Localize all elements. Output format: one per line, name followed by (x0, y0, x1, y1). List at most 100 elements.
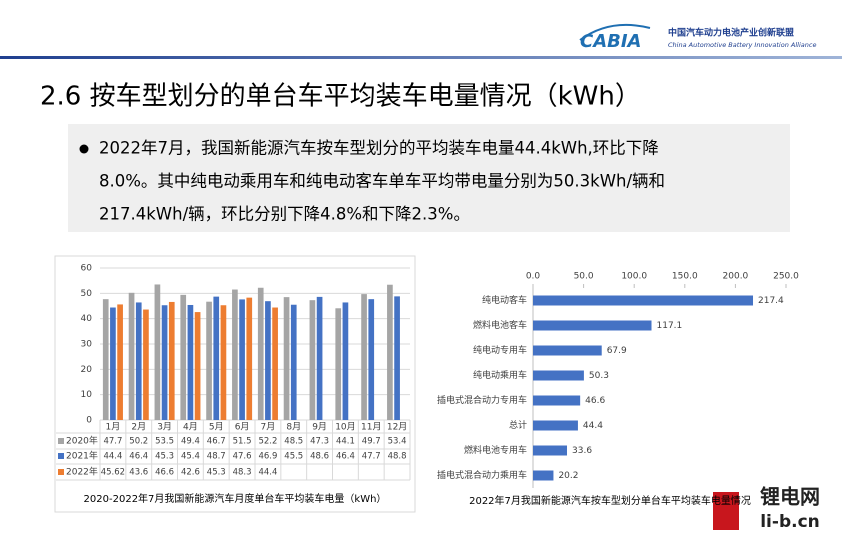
chart-frame (54, 255, 416, 513)
y-tick-label: 20 (81, 365, 93, 375)
bullet-box (68, 124, 790, 232)
y-tick-label: 插电式混合动力乘用车 (437, 469, 527, 481)
bar (213, 296, 220, 420)
value-label: 46.6 (585, 396, 605, 406)
bar (206, 301, 212, 420)
table-value: 46.4 (129, 452, 148, 462)
table-value: 45.4 (181, 452, 200, 462)
org-cn: 中国汽车动力电池产业创新联盟 (668, 27, 794, 39)
bar (361, 294, 367, 420)
legend-swatch (58, 453, 64, 459)
y-tick-label: 10 (81, 390, 93, 400)
y-tick-label: 总计 (509, 419, 527, 431)
x-tick-label: 3月 (157, 422, 172, 433)
legend-label: 2022年 (66, 466, 98, 478)
table-value: 48.6 (310, 452, 329, 462)
x-tick-label: 11月 (361, 422, 381, 433)
x-tick-label: 5月 (209, 422, 224, 433)
bar (110, 307, 116, 420)
y-tick-label: 30 (81, 340, 93, 350)
y-tick-label: 纯电动客车 (482, 294, 527, 306)
table-value: 42.6 (181, 468, 200, 478)
bar (394, 296, 400, 420)
x-tick-label: 6月 (235, 422, 250, 433)
chart-title: 2022年7月我国新能源汽车按车型划分单台车平均装车电量情况 (469, 494, 751, 507)
bar (309, 300, 316, 420)
legend-label: 2021年 (66, 450, 98, 462)
bar (220, 305, 227, 420)
bar (533, 470, 554, 481)
table-value: 49.4 (181, 437, 200, 447)
x-tick-label: 8月 (286, 422, 301, 433)
table-value: 45.5 (284, 452, 303, 462)
bullet-line: 217.4kWh/辆，环比分别下降4.8%和下降2.3%。 (99, 205, 470, 224)
slide-title: 2.6 按车型划分的单台车平均装车电量情况（kWh） (40, 82, 641, 112)
table-value: 45.3 (207, 468, 226, 478)
bar (533, 420, 578, 431)
bar (187, 304, 194, 420)
bar (265, 301, 271, 420)
y-tick-label: 60 (81, 264, 93, 274)
y-tick-label: 燃料电池客车 (473, 319, 527, 331)
legend-swatch (58, 438, 64, 444)
table-value: 46.6 (155, 468, 174, 478)
table-value: 47.7 (103, 437, 122, 447)
bar (180, 294, 187, 420)
logo-swoosh (579, 23, 651, 41)
bullet-dot (79, 144, 89, 154)
bar (533, 445, 568, 456)
bar (135, 302, 142, 420)
x-tick-label: 200.0 (723, 272, 749, 282)
value-label: 44.4 (583, 421, 603, 431)
table-value: 48.7 (207, 452, 226, 462)
y-tick-label: 0 (86, 416, 92, 426)
legend-label: 2020年 (66, 435, 98, 447)
y-tick-label: 纯电动专用车 (473, 344, 527, 356)
x-tick-label: 4月 (183, 422, 198, 433)
x-tick-label: 50.0 (574, 272, 594, 282)
table-value: 43.6 (129, 468, 148, 478)
watermark-cn: 锂电网 (760, 485, 820, 509)
bar (154, 284, 161, 420)
bar (168, 301, 175, 420)
table-value: 46.4 (336, 452, 355, 462)
value-label: 50.3 (589, 371, 609, 381)
table-value: 48.5 (284, 437, 303, 447)
value-label: 20.2 (558, 471, 578, 481)
table-value: 49.7 (362, 437, 381, 447)
bar (533, 370, 584, 381)
bar (335, 308, 342, 420)
table-value: 50.2 (129, 437, 148, 447)
table-value: 46.9 (258, 452, 277, 462)
bar (533, 295, 754, 306)
bar (143, 309, 149, 420)
value-label: 217.4 (758, 296, 784, 306)
x-tick-label: 2月 (131, 422, 146, 433)
bar (272, 307, 278, 420)
bar (232, 289, 238, 420)
legend-swatch (58, 469, 64, 475)
header-rule (0, 56, 842, 59)
value-label: 67.9 (607, 346, 627, 356)
bar (161, 305, 168, 420)
bullet-line: 8.0%。其中纯电动乘用车和纯电动客车单车平均带电量分别为50.3kWh/辆和 (99, 172, 665, 191)
bar (316, 296, 323, 420)
bar (239, 299, 245, 420)
y-tick-label: 插电式混合动力专用车 (437, 394, 527, 406)
bar (194, 312, 201, 420)
table-value: 44.1 (336, 437, 355, 447)
watermark-url: li-b.cn (760, 512, 820, 532)
x-tick-label: 9月 (312, 422, 327, 433)
bar (533, 395, 581, 406)
bar (290, 304, 297, 420)
bar (257, 287, 264, 420)
x-tick-label: 0.0 (526, 272, 541, 282)
bar (117, 304, 123, 420)
x-tick-label: 250.0 (773, 272, 799, 282)
bullet-line: 2022年7月，我国新能源汽车按车型划分的平均装车电量44.4kWh,环比下降 (99, 139, 659, 158)
x-tick-label: 100.0 (621, 272, 647, 282)
bar (246, 297, 253, 420)
logo: CABIA (580, 31, 642, 52)
